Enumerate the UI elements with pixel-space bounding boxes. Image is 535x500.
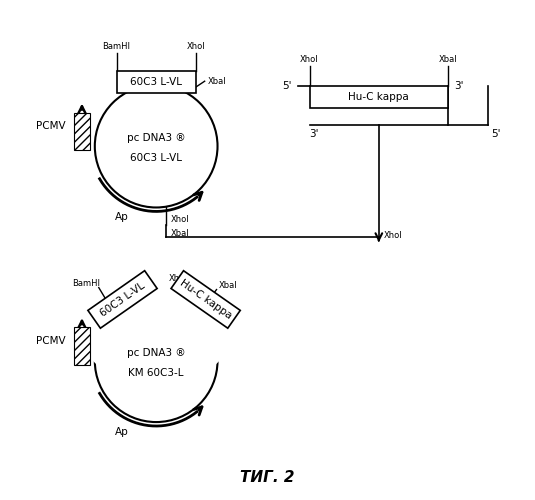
Text: XhoI: XhoI bbox=[171, 215, 190, 224]
FancyBboxPatch shape bbox=[74, 327, 90, 364]
Text: PCMV: PCMV bbox=[36, 122, 66, 132]
Text: 5': 5' bbox=[492, 130, 501, 140]
Text: ΤИГ. 2: ΤИГ. 2 bbox=[240, 470, 295, 486]
Text: 60C3 L-VL: 60C3 L-VL bbox=[130, 77, 182, 87]
Text: Hu-C kappa: Hu-C kappa bbox=[348, 92, 409, 102]
Text: XbaI: XbaI bbox=[171, 228, 190, 237]
Text: XhoI: XhoI bbox=[169, 274, 188, 282]
Text: XbaI: XbaI bbox=[218, 280, 237, 289]
Text: PCMV: PCMV bbox=[36, 336, 66, 346]
FancyBboxPatch shape bbox=[310, 86, 448, 108]
Text: 3': 3' bbox=[454, 81, 463, 91]
Text: XhoI: XhoI bbox=[300, 55, 319, 64]
Text: XhoI: XhoI bbox=[186, 42, 205, 51]
Text: Ap: Ap bbox=[114, 427, 128, 437]
FancyBboxPatch shape bbox=[88, 270, 157, 328]
Text: BamHI: BamHI bbox=[72, 278, 100, 287]
Text: XbaI: XbaI bbox=[208, 76, 226, 86]
Text: KM 60C3-L: KM 60C3-L bbox=[128, 368, 184, 378]
FancyBboxPatch shape bbox=[117, 71, 196, 93]
FancyBboxPatch shape bbox=[171, 270, 240, 328]
Text: pc DNA3 ®: pc DNA3 ® bbox=[127, 348, 186, 358]
FancyBboxPatch shape bbox=[117, 71, 196, 93]
Text: pc DNA3 ®: pc DNA3 ® bbox=[127, 134, 186, 143]
Text: Ap: Ap bbox=[114, 212, 128, 222]
Text: 60C3 L-VL: 60C3 L-VL bbox=[130, 153, 182, 163]
FancyBboxPatch shape bbox=[310, 86, 448, 108]
Text: 60C3 L-VL: 60C3 L-VL bbox=[98, 280, 147, 318]
Text: XbaI: XbaI bbox=[439, 55, 457, 64]
Text: BamHI: BamHI bbox=[103, 42, 131, 51]
Text: 5': 5' bbox=[282, 81, 292, 91]
Polygon shape bbox=[72, 284, 240, 364]
FancyBboxPatch shape bbox=[74, 112, 90, 150]
Text: XhoI: XhoI bbox=[384, 231, 402, 240]
Text: 3': 3' bbox=[310, 130, 319, 140]
Text: Hu-C kappa: Hu-C kappa bbox=[178, 278, 233, 321]
